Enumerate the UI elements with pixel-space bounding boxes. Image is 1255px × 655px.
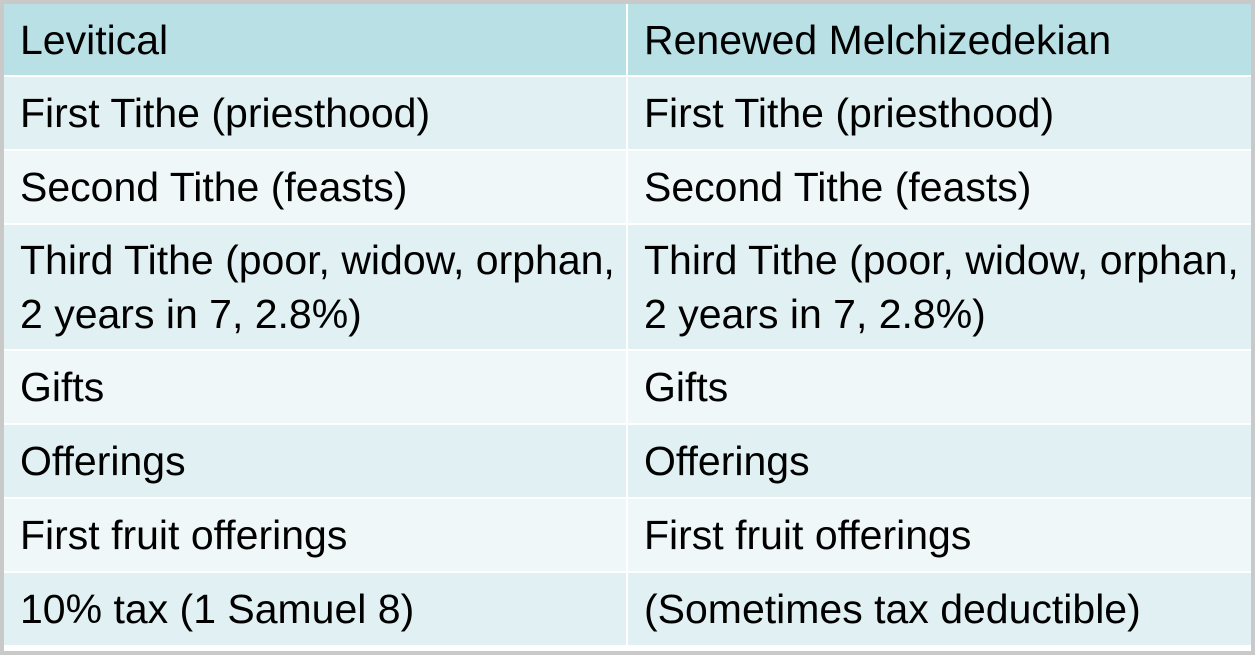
table-cell: Offerings (4, 425, 626, 497)
table-cell: Third Tithe (poor, widow, orphan, 2 year… (4, 225, 626, 349)
header-cell: Levitical (4, 4, 626, 75)
header-cell: Renewed Melchizedekian (628, 4, 1251, 75)
table-cell: Offerings (628, 425, 1251, 497)
table-row: Third Tithe (poor, widow, orphan, 2 year… (4, 225, 1251, 349)
table-row: First Tithe (priesthood) First Tithe (pri… (4, 77, 1251, 149)
table-row: 10% tax (1 Samuel 8) (Sometimes tax deduc… (4, 573, 1251, 645)
table-cell: Second Tithe (feasts) (628, 151, 1251, 223)
table-cell: First Tithe (priesthood) (4, 77, 626, 149)
table-row: Gifts Gifts (4, 351, 1251, 423)
table-row: Offerings Offerings (4, 425, 1251, 497)
table-cell: First fruit offerings (4, 499, 626, 571)
table-cell: (Sometimes tax deductible) (628, 573, 1251, 645)
table-cell: 10% tax (1 Samuel 8) (4, 573, 626, 645)
table-cell: First Tithe (priesthood) (628, 77, 1251, 149)
table-cell: Third Tithe (poor, widow, orphan, 2 year… (628, 225, 1251, 349)
table-cell: First fruit offerings (628, 499, 1251, 571)
header-row: Levitical Renewed Melchizedekian (4, 4, 1251, 75)
table-cell: Second Tithe (feasts) (4, 151, 626, 223)
table-cell: Gifts (4, 351, 626, 423)
table-cell: Gifts (628, 351, 1251, 423)
table-row: First fruit offerings First fruit offerin… (4, 499, 1251, 571)
table-row: Second Tithe (feasts) Second Tithe (feast… (4, 151, 1251, 223)
